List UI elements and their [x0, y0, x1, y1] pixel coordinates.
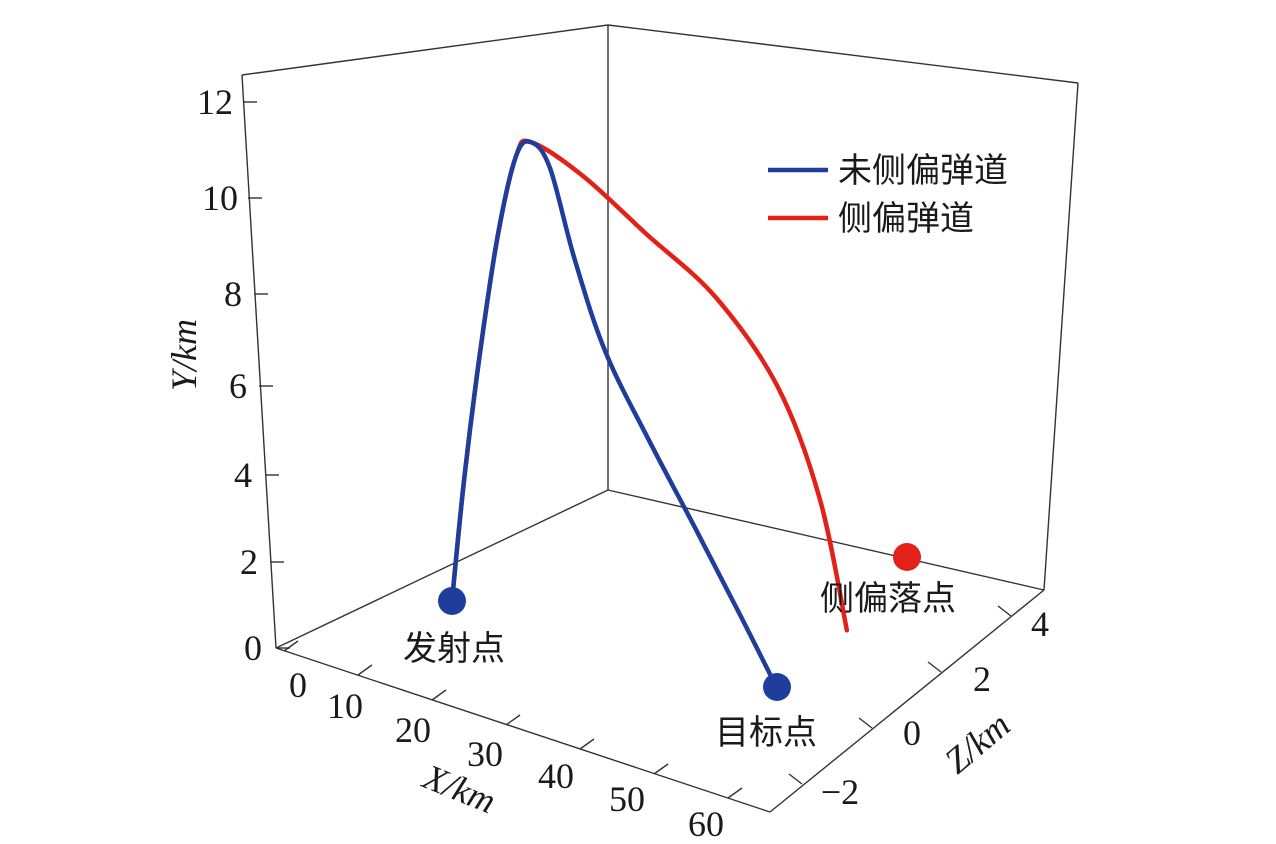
y-tick-label: 6 — [229, 366, 247, 406]
x-tick-mark — [505, 714, 521, 726]
y-tick-label: 12 — [197, 82, 233, 122]
z-axis-label: Z/km — [937, 704, 1018, 781]
z-tick-mark — [997, 605, 1012, 617]
z-tick-mark — [927, 661, 942, 673]
x-tick-label: 30 — [467, 734, 503, 774]
z-tick-label: 2 — [973, 659, 991, 699]
front-vertical-edge — [241, 74, 277, 649]
top-back-edge-right — [607, 24, 1079, 84]
target-point-label: 目标点 — [715, 713, 817, 753]
floor-back-edge-left — [275, 489, 609, 649]
legend-label-unbiased: 未侧偏弹道 — [838, 151, 1008, 191]
series-line-unbiased — [449, 139, 780, 691]
x-tick-label: 50 — [609, 779, 645, 819]
z-axis-ticks: −2 0 2 4 — [788, 604, 1049, 812]
y-tick-label: 4 — [234, 455, 252, 495]
launch-point-label: 发射点 — [403, 629, 505, 669]
z-axis-line — [769, 589, 1045, 813]
z-tick-label: 4 — [1031, 604, 1049, 644]
series-line-deviated — [449, 138, 850, 633]
legend: 未侧偏弹道 侧偏弹道 — [768, 151, 1008, 239]
x-tick-mark — [653, 763, 669, 775]
z-tick-mark — [788, 773, 803, 785]
y-tick-label: 10 — [202, 178, 238, 218]
y-tick-label: 0 — [244, 628, 262, 668]
deviated-landing-label: 侧偏落点 — [820, 579, 956, 619]
x-tick-mark — [727, 787, 743, 799]
x-tick-label: 60 — [688, 804, 724, 844]
x-tick-mark — [357, 664, 373, 676]
series-layer — [449, 138, 850, 691]
x-axis-ticks: 0 10 20 30 40 50 60 — [283, 640, 743, 844]
legend-label-deviated: 侧偏弹道 — [838, 199, 974, 239]
y-tick-label: 2 — [240, 542, 258, 582]
target-point-marker — [763, 673, 791, 701]
z-tick-label: −2 — [821, 772, 859, 812]
y-axis-ticks: 0 2 4 6 8 10 12 — [197, 82, 290, 668]
x-tick-label: 40 — [538, 756, 574, 796]
x-tick-mark — [283, 640, 299, 652]
y-tick-label: 8 — [224, 274, 242, 314]
x-tick-label: 0 — [289, 665, 307, 705]
x-tick-mark — [431, 689, 447, 701]
z-tick-mark — [858, 717, 873, 729]
floor-back-edge-right — [607, 489, 1045, 591]
top-back-edge-left — [241, 24, 609, 76]
right-vertical-edge — [1043, 82, 1079, 591]
x-tick-label: 10 — [327, 686, 363, 726]
y-axis-label: Y/km — [164, 319, 204, 391]
x-tick-mark — [579, 738, 595, 750]
axes-box — [241, 24, 1079, 813]
deviated-landing-marker — [893, 543, 921, 571]
launch-point-marker — [438, 587, 466, 615]
x-tick-label: 20 — [395, 710, 431, 750]
x-axis-line — [275, 647, 771, 813]
z-tick-label: 0 — [903, 713, 921, 753]
